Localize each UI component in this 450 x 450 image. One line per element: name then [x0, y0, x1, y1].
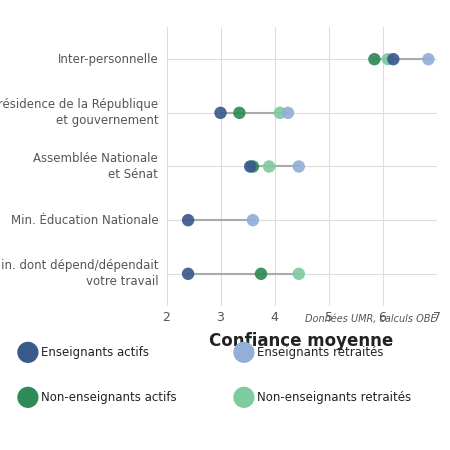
- Text: Enseignants actifs: Enseignants actifs: [41, 346, 149, 359]
- Point: [390, 56, 397, 63]
- Point: [217, 109, 224, 117]
- Point: [384, 56, 392, 63]
- Text: Enseignants retraités: Enseignants retraités: [257, 346, 384, 359]
- Point: [249, 216, 256, 224]
- Point: [247, 163, 254, 170]
- Point: [236, 109, 243, 117]
- Point: [184, 216, 192, 224]
- Point: [371, 56, 378, 63]
- Point: [257, 270, 265, 277]
- Point: [249, 163, 256, 170]
- Point: [276, 109, 284, 117]
- Text: Données UMR, calculs OBE: Données UMR, calculs OBE: [305, 314, 436, 324]
- Point: [284, 109, 292, 117]
- Text: Non-enseignants actifs: Non-enseignants actifs: [41, 391, 177, 404]
- X-axis label: Confiance moyenne: Confiance moyenne: [209, 332, 394, 350]
- Point: [425, 56, 432, 63]
- Point: [295, 163, 302, 170]
- Point: [184, 270, 192, 277]
- Text: Non-enseignants retraités: Non-enseignants retraités: [257, 391, 412, 404]
- Point: [266, 163, 273, 170]
- Point: [295, 270, 302, 277]
